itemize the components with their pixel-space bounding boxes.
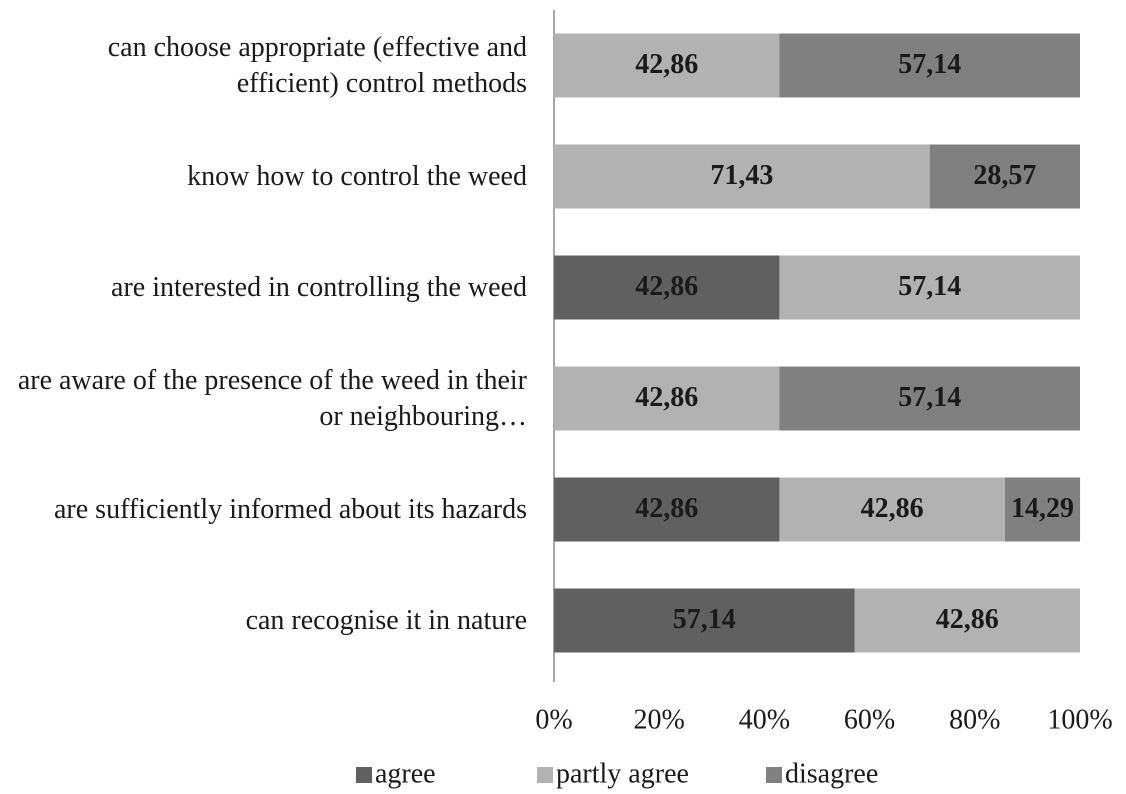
x-tick-label: 100%: [1047, 704, 1112, 735]
bar-segment: [554, 588, 855, 653]
y-tick-label: know how to control the weed: [187, 160, 527, 192]
legend-swatch: [537, 767, 553, 783]
x-tick-label: 0%: [535, 704, 572, 735]
y-tick-label: are aware of the presence of the weed in…: [17, 364, 527, 432]
bar-segment: [779, 366, 1080, 431]
legend-swatch: [766, 767, 782, 783]
bar-segment: [554, 366, 780, 431]
bar-segment: [554, 33, 780, 98]
x-tick-label: 40%: [739, 704, 790, 735]
data-label: 42,86: [635, 271, 698, 302]
x-tick-label: 80%: [949, 704, 1000, 735]
data-label: 57,14: [898, 49, 961, 80]
y-tick-label: are sufficiently informed about its haza…: [54, 493, 527, 525]
y-tick-label: are interested in controlling the weed: [111, 271, 527, 303]
legend-label: agree: [375, 758, 436, 789]
data-label: 42,86: [635, 382, 698, 413]
data-label: 28,57: [973, 160, 1036, 191]
bar-segment: [1004, 477, 1081, 542]
legend-label: partly agree: [556, 758, 689, 789]
bar-segment: [929, 144, 1080, 209]
data-label: 57,14: [898, 271, 961, 302]
bar-segment: [779, 477, 1005, 542]
data-label: 14,29: [1011, 493, 1074, 524]
y-tick-label: can choose appropriate (effective and ef…: [107, 31, 527, 99]
bar-segment: [779, 255, 1080, 320]
data-label: 42,86: [635, 493, 698, 524]
bar-segment: [854, 588, 1080, 653]
bar-segment: [554, 144, 930, 209]
data-label: 42,86: [635, 49, 698, 80]
data-label: 42,86: [861, 493, 924, 524]
data-label: 71,43: [710, 160, 773, 191]
legend-label: disagree: [785, 758, 878, 789]
data-label: 57,14: [898, 382, 961, 413]
legend-swatch: [356, 767, 372, 783]
x-tick-label: 60%: [844, 704, 895, 735]
data-label: 57,14: [673, 604, 736, 635]
bar-segment: [554, 255, 780, 320]
data-label: 42,86: [936, 604, 999, 635]
x-tick-label: 20%: [634, 704, 685, 735]
y-tick-label: can recognise it in nature: [245, 604, 527, 636]
bar-segment: [779, 33, 1080, 98]
bar-segment: [554, 477, 780, 542]
